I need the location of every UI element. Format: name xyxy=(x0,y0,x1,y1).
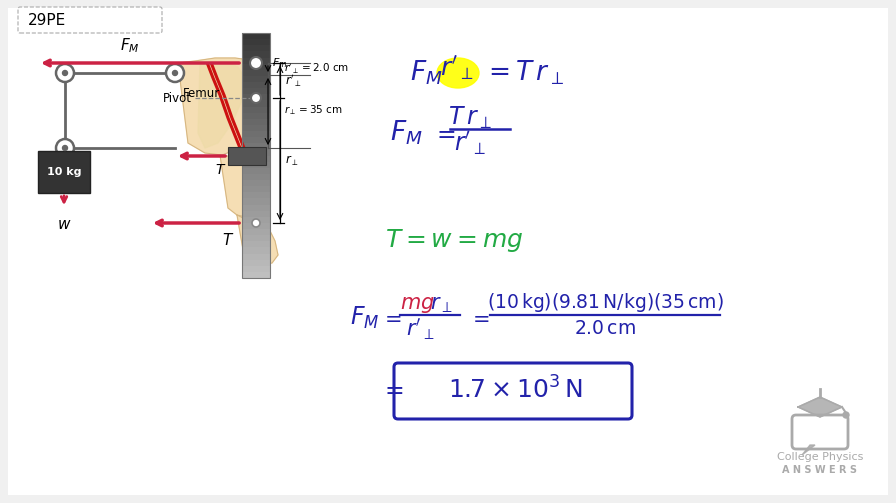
Bar xyxy=(242,118,270,125)
Bar xyxy=(242,124,270,131)
Bar xyxy=(242,228,270,235)
Bar xyxy=(242,149,270,155)
Bar xyxy=(242,45,270,51)
Bar xyxy=(242,33,270,278)
Text: $2.0\,\mathrm{cm}$: $2.0\,\mathrm{cm}$ xyxy=(574,320,636,338)
Text: $F_M$: $F_M$ xyxy=(350,305,379,331)
Circle shape xyxy=(56,64,74,82)
Text: $T = w = mg$: $T = w = mg$ xyxy=(385,226,523,254)
Bar xyxy=(242,33,270,39)
FancyBboxPatch shape xyxy=(394,363,632,419)
Polygon shape xyxy=(802,445,815,455)
Bar xyxy=(38,151,90,193)
Bar xyxy=(242,247,270,254)
Bar xyxy=(242,234,270,241)
Text: $=$: $=$ xyxy=(432,122,456,144)
Bar xyxy=(242,106,270,113)
Text: $mg$: $mg$ xyxy=(400,295,435,315)
Bar xyxy=(242,192,270,198)
Text: $(10\,\mathrm{kg})(9.81\,\mathrm{N/kg})(35\,\mathrm{cm})$: $(10\,\mathrm{kg})(9.81\,\mathrm{N/kg})(… xyxy=(487,292,723,314)
Bar xyxy=(242,143,270,149)
Text: $r'_{\perp}$: $r'_{\perp}$ xyxy=(454,129,487,157)
Bar xyxy=(242,259,270,266)
Bar xyxy=(242,161,270,167)
Text: College Physics: College Physics xyxy=(777,452,863,462)
Bar xyxy=(242,112,270,119)
Bar xyxy=(242,253,270,260)
Bar xyxy=(242,94,270,101)
Text: 10 kg: 10 kg xyxy=(47,167,82,177)
Text: $r_{\perp}$: $r_{\perp}$ xyxy=(430,295,452,315)
Bar xyxy=(242,69,270,76)
Bar xyxy=(242,57,270,63)
Circle shape xyxy=(843,412,849,418)
Polygon shape xyxy=(220,155,262,218)
Text: w: w xyxy=(57,217,70,232)
Bar xyxy=(242,88,270,94)
Bar xyxy=(242,222,270,229)
Circle shape xyxy=(166,64,184,82)
Text: $F_M$: $F_M$ xyxy=(120,36,140,55)
Circle shape xyxy=(252,219,260,227)
Text: $r'_{\perp}$: $r'_{\perp}$ xyxy=(406,316,435,342)
Bar xyxy=(242,100,270,107)
Circle shape xyxy=(63,145,67,150)
Polygon shape xyxy=(198,63,245,148)
Bar xyxy=(242,265,270,272)
Text: T: T xyxy=(222,233,232,248)
Circle shape xyxy=(63,70,67,75)
Text: 29PE: 29PE xyxy=(28,13,66,28)
Text: $r'_{\perp}$: $r'_{\perp}$ xyxy=(440,55,474,83)
Text: $r_\perp = 35$ cm: $r_\perp = 35$ cm xyxy=(284,103,342,117)
Ellipse shape xyxy=(437,58,479,88)
Bar xyxy=(242,198,270,205)
Polygon shape xyxy=(178,58,270,155)
Bar xyxy=(242,155,270,161)
Bar xyxy=(242,81,270,88)
Bar xyxy=(242,167,270,174)
Bar xyxy=(242,130,270,137)
Text: $r'_\perp$: $r'_\perp$ xyxy=(285,72,302,89)
Bar xyxy=(242,216,270,223)
Bar xyxy=(242,204,270,211)
Bar xyxy=(242,272,270,278)
Text: T: T xyxy=(216,163,224,177)
Text: $r'_\perp = 2.0$ cm: $r'_\perp = 2.0$ cm xyxy=(284,62,349,76)
Bar xyxy=(242,210,270,217)
Circle shape xyxy=(173,70,177,75)
Polygon shape xyxy=(798,397,842,417)
Bar xyxy=(242,174,270,180)
Text: $F_M$: $F_M$ xyxy=(410,59,443,87)
Text: $r_\perp$: $r_\perp$ xyxy=(285,153,298,167)
Circle shape xyxy=(251,93,261,103)
Text: $=$: $=$ xyxy=(380,308,401,327)
Bar xyxy=(242,75,270,82)
Bar xyxy=(242,137,270,143)
FancyBboxPatch shape xyxy=(18,7,162,33)
Bar xyxy=(242,51,270,57)
Text: A N S W E R S: A N S W E R S xyxy=(782,465,857,475)
Bar xyxy=(242,186,270,192)
Polygon shape xyxy=(237,215,278,265)
Text: $= T\,r_{\perp}$: $= T\,r_{\perp}$ xyxy=(483,59,564,87)
Bar xyxy=(242,241,270,247)
Text: $=$: $=$ xyxy=(380,378,404,401)
Bar xyxy=(242,180,270,186)
Circle shape xyxy=(56,139,74,157)
Text: $F_m$: $F_m$ xyxy=(272,56,288,70)
Text: $F_M$: $F_M$ xyxy=(390,119,423,147)
Bar xyxy=(242,39,270,45)
Circle shape xyxy=(250,57,262,69)
Text: $=$: $=$ xyxy=(468,308,489,327)
Text: $T\,r_{\perp}$: $T\,r_{\perp}$ xyxy=(448,105,492,131)
Bar xyxy=(228,147,266,165)
Bar xyxy=(242,63,270,70)
Text: $1.7 \times 10^3\,\mathrm{N}$: $1.7 \times 10^3\,\mathrm{N}$ xyxy=(448,376,582,403)
Text: Pivot: Pivot xyxy=(163,92,192,105)
Text: Femur: Femur xyxy=(183,87,220,100)
